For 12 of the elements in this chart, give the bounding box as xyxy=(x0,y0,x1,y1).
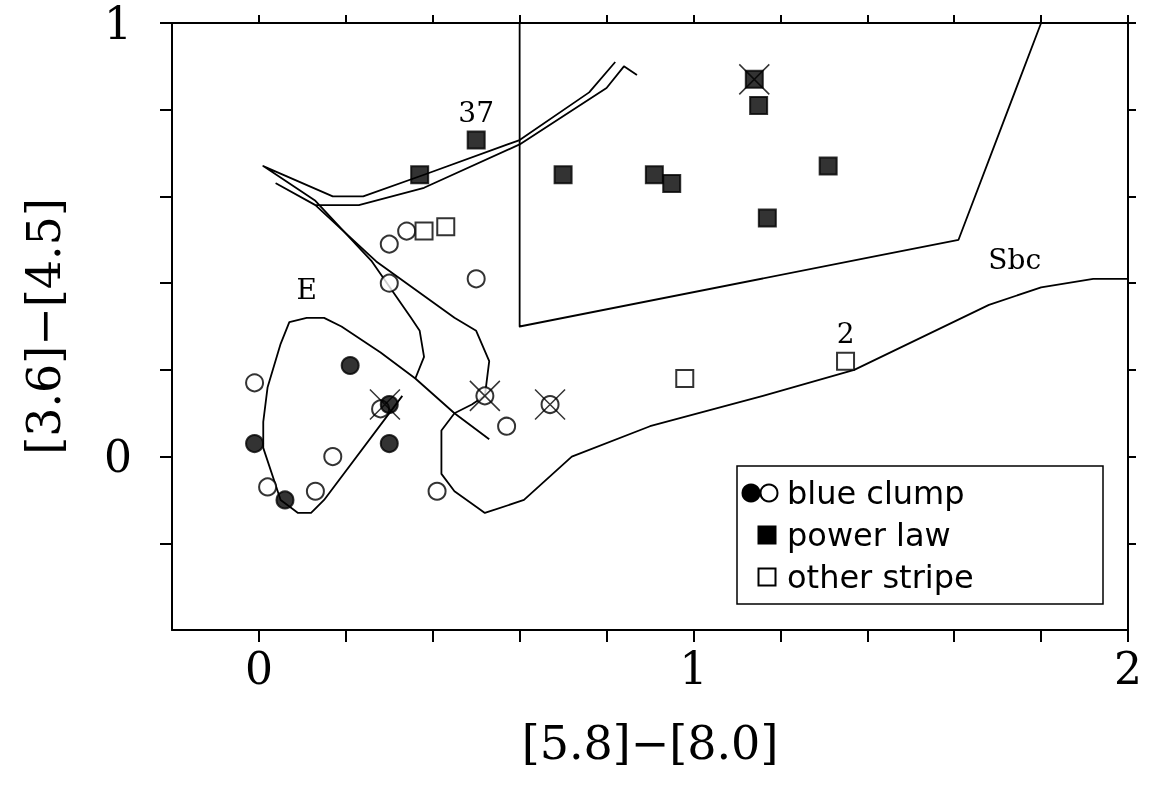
legend-label: blue clump xyxy=(787,474,965,512)
annotation: 2 xyxy=(836,316,855,350)
x-axis-title: [5.8]−[8.0] xyxy=(521,716,779,770)
x-tick-label: 2 xyxy=(1114,642,1142,694)
legend-label: power law xyxy=(787,516,951,554)
legend-label: other stripe xyxy=(787,558,974,596)
y-axis-title: [3.6]−[4.5] xyxy=(17,198,71,455)
annotation: 37 xyxy=(458,95,494,129)
x-tick-label: 1 xyxy=(679,642,708,694)
annotation: E xyxy=(296,273,317,307)
x-tick-label: 0 xyxy=(244,642,273,694)
annotation: Sbc xyxy=(988,242,1042,276)
